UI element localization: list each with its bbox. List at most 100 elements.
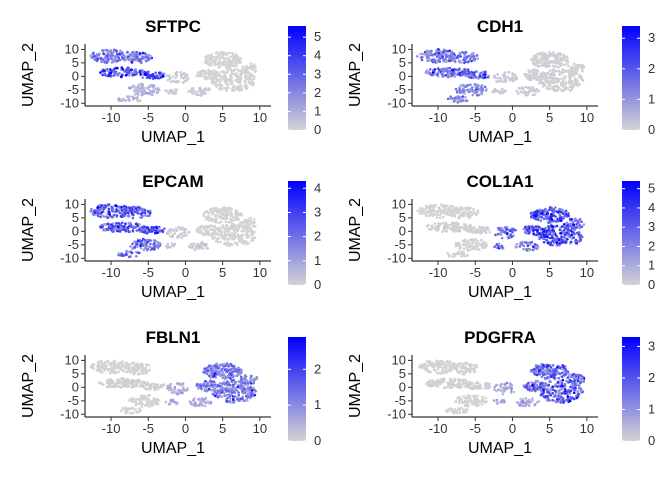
cell-point (134, 369, 137, 372)
cell-point (546, 232, 549, 235)
cell-point (113, 214, 116, 217)
cell-point (141, 216, 144, 219)
cell-point (96, 369, 99, 372)
cell-point (169, 386, 172, 389)
cell-point (112, 230, 115, 233)
cell-point (170, 80, 173, 83)
legend-tick-label: 4 (314, 180, 321, 195)
cell-point (106, 54, 109, 57)
cell-point (93, 363, 96, 366)
cell-point (561, 72, 564, 75)
cell-point (232, 86, 235, 89)
cell-point (234, 225, 237, 228)
cell-point (496, 89, 499, 92)
cell-point (109, 68, 112, 71)
cell-point (182, 235, 185, 238)
cell-point (197, 74, 200, 77)
cell-point (116, 214, 119, 217)
cell-point (472, 72, 475, 75)
cell-point (530, 79, 533, 82)
cell-point (130, 226, 133, 229)
cell-point (433, 59, 436, 62)
cell-point (514, 246, 517, 249)
cell-point (102, 207, 105, 210)
cell-point (229, 75, 232, 78)
cell-point (222, 226, 225, 229)
cell-point (242, 66, 245, 69)
cell-point (149, 212, 152, 215)
cell-point (137, 93, 140, 96)
cell-point (221, 56, 224, 59)
cell-point (225, 227, 228, 230)
cell-point (538, 59, 541, 62)
cell-point (216, 79, 219, 82)
cell-point (199, 230, 202, 233)
cell-point (179, 71, 182, 74)
cell-point (477, 230, 480, 233)
cell-point (233, 89, 236, 92)
cell-point (242, 70, 245, 73)
cell-point (120, 98, 123, 101)
cell-point (561, 209, 564, 212)
cell-point (146, 363, 149, 366)
cell-point (214, 370, 217, 373)
cell-point (536, 234, 539, 237)
cell-point (453, 52, 456, 55)
cell-point (462, 99, 465, 102)
cell-point (140, 83, 143, 86)
cell-point (154, 232, 157, 235)
cell-point (168, 74, 171, 77)
cell-point (547, 242, 550, 245)
cell-point (548, 84, 551, 87)
x-tick-label: 0 (509, 110, 516, 125)
cell-point (127, 96, 130, 99)
panel-title: COL1A1 (466, 172, 533, 191)
cell-point (457, 223, 460, 226)
cell-point (551, 80, 554, 83)
cell-point (546, 86, 549, 89)
legend-tick-label: 2 (648, 238, 655, 253)
cell-point (195, 91, 198, 94)
cell-point (457, 71, 460, 74)
cell-point (157, 246, 160, 249)
y-axis-title: UMAP_2 (347, 198, 364, 262)
cell-point (216, 232, 219, 235)
cell-point (115, 210, 118, 213)
cell-point (574, 77, 577, 80)
cell-point (455, 74, 458, 77)
cell-point (569, 242, 572, 245)
cell-point (230, 220, 233, 223)
cell-point (169, 235, 172, 238)
y-tick-label: -10 (387, 250, 406, 265)
cell-point (253, 218, 256, 221)
cell-point (437, 71, 440, 74)
cell-point (232, 216, 235, 219)
cell-point (115, 67, 118, 70)
cell-point (105, 215, 108, 218)
x-tick-label: -5 (469, 110, 481, 125)
cell-point (152, 84, 155, 87)
cell-point (422, 53, 425, 56)
cell-point (115, 382, 118, 385)
cell-point (150, 386, 153, 389)
cell-point (146, 232, 149, 235)
cell-point (450, 227, 453, 230)
cell-point (463, 247, 466, 250)
cell-point (185, 234, 188, 237)
cell-point (449, 55, 452, 58)
cell-point (487, 228, 490, 231)
cell-point (499, 232, 502, 235)
cell-point (220, 71, 223, 74)
cell-point (549, 220, 552, 223)
cell-point (549, 237, 552, 240)
cell-point (250, 62, 253, 65)
cell-point (464, 92, 467, 95)
cell-point (466, 245, 469, 248)
cell-point (163, 227, 166, 230)
cell-point (569, 236, 572, 239)
cell-point (498, 80, 501, 83)
cell-point (218, 58, 221, 61)
cell-point (199, 94, 202, 97)
cell-point (193, 400, 196, 403)
y-tick-label: -10 (60, 95, 79, 110)
